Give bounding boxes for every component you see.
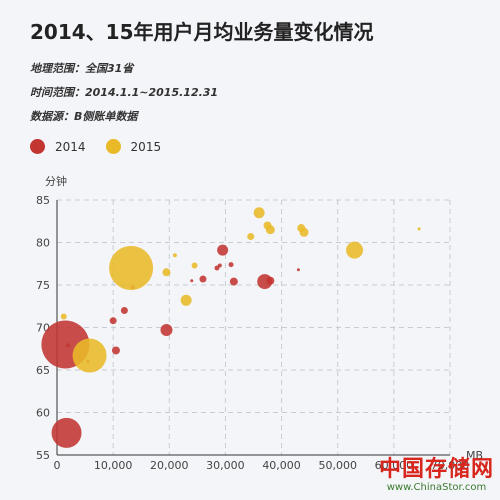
chart-grid [57,199,451,455]
data-point-2014[interactable] [66,343,71,348]
legend-item-2015[interactable]: 2015 [105,139,162,154]
data-point-2014[interactable] [190,279,194,283]
x-tick-label: 50,000 [318,459,357,472]
chart-legend: 2014 2015 [30,139,181,154]
y-tick-label: 85 [36,194,50,207]
data-point-2014[interactable] [228,262,234,268]
data-point-2014[interactable] [160,324,173,337]
y-tick-label: 65 [36,364,50,377]
data-point-2014[interactable] [296,268,300,272]
data-source-label: 数据源：B侧账单数据 [30,110,138,123]
data-point-2015[interactable] [60,313,67,320]
data-point-2015[interactable] [72,338,107,373]
geo-range-label: 地理范围：全国31省 [30,62,134,75]
data-point-2015[interactable] [253,207,265,219]
data-point-2014[interactable] [266,276,275,285]
data-point-2015[interactable] [265,225,275,235]
y-tick-label: 75 [36,279,50,292]
watermark: 中国存储网 www.ChinaStor.com [379,458,494,494]
data-point-2014[interactable] [214,265,220,271]
data-point-2014[interactable] [217,244,229,256]
data-point-2015[interactable] [247,233,255,241]
time-range-label: 时间范围：2014.1.1~2015.12.31 [30,86,219,99]
x-tick-label: 40,000 [262,459,301,472]
legend-marker-2014 [30,139,45,154]
y-tick-label: 80 [36,237,50,250]
data-point-2015[interactable] [172,253,177,258]
data-point-2015[interactable] [191,262,198,269]
legend-label-2014: 2014 [55,139,86,154]
data-point-2014[interactable] [109,317,117,325]
chart-axes: 0 10,000 20,000 30,000 40,000 50,000 60,000 70,… [36,194,469,472]
legend-label-2015: 2015 [130,139,162,154]
data-point-2015[interactable] [299,227,309,237]
y-tick-label: 55 [36,449,50,462]
x-tick-label: 20,000 [150,459,189,472]
data-point-2015[interactable] [346,241,364,259]
x-tick-label: 0 [54,459,61,472]
data-point-2014[interactable] [229,277,238,286]
page-title: 2014、15年用户月均业务量变化情况 [30,20,374,44]
x-tick-label: 70,000 [431,459,470,472]
data-point-2014[interactable] [199,275,207,283]
data-point-2014[interactable] [111,346,120,355]
legend-marker-2015 [105,139,121,154]
y-tick-label: 60 [36,407,50,420]
data-point-2014[interactable] [217,263,222,268]
chart-points [41,207,421,448]
watermark-text: 中国存储网 [378,457,494,482]
data-point-2014[interactable] [51,417,82,448]
watermark-url: www.ChinaStor.com [386,482,487,493]
data-point-2015[interactable] [109,246,154,290]
x-axis-label: MB [466,449,483,462]
x-tick-label: 60,000 [375,459,414,472]
y-axis-label: 分钟 [45,174,67,188]
data-point-2015[interactable] [162,268,171,277]
data-point-2015[interactable] [180,294,192,306]
data-point-2014[interactable] [120,307,128,314]
x-tick-label: 10,000 [94,459,133,472]
legend-item-2014[interactable]: 2014 [30,139,86,154]
data-point-2015[interactable] [417,227,421,231]
x-tick-label: 30,000 [206,459,245,472]
